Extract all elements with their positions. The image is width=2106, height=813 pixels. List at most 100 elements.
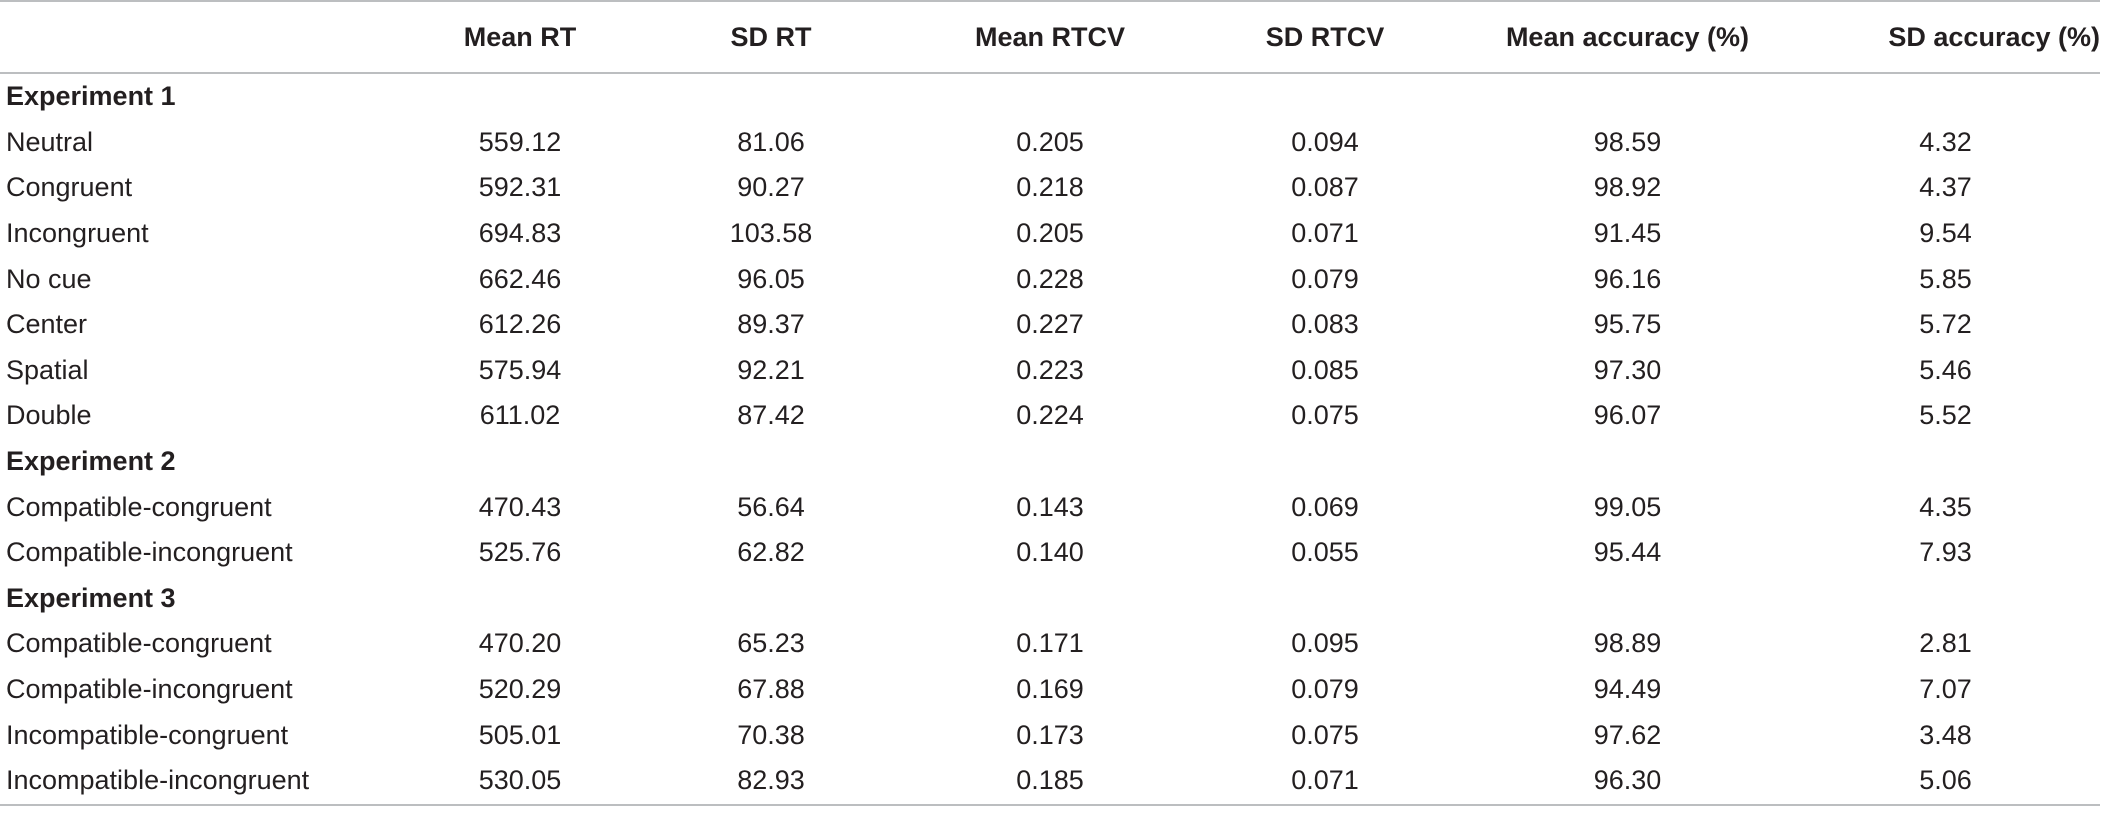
mean-accuracy-cell: 91.45 — [1593, 218, 1662, 249]
sd-accuracy-cell: 7.93 — [1919, 537, 1972, 568]
section-row: Experiment 3 — [0, 576, 2100, 622]
header-mean-accuracy: Mean accuracy (%) — [1464, 0, 1791, 74]
sd-rt-cell: 67.88 — [737, 674, 805, 705]
mean-accuracy-cell: 94.49 — [1593, 674, 1662, 705]
mean-rtcv-cell: 0.185 — [914, 757, 1186, 806]
table-row: Double 611.02 87.42 0.224 0.075 96.07 5.52 — [0, 393, 2100, 439]
header-mean-rtcv: Mean RTCV — [914, 0, 1186, 74]
table-row: Incompatible-incongruent 530.05 82.93 0.185… — [0, 757, 2100, 806]
mean-rt-cell: 612.26 — [478, 309, 562, 340]
mean-rt-cell: 470.43 — [478, 491, 562, 522]
sd-rt-cell: 65.23 — [737, 628, 805, 659]
mean-rt-cell: 530.05 — [412, 757, 628, 806]
mean-rt-cell: 694.83 — [478, 218, 562, 249]
mean-rtcv-cell: 0.223 — [1016, 354, 1084, 385]
sd-rtcv-cell: 0.075 — [1291, 400, 1359, 431]
mean-rt-cell: 520.29 — [478, 674, 562, 705]
mean-rtcv-cell: 0.227 — [1016, 309, 1084, 340]
mean-rt-cell: 470.20 — [478, 628, 562, 659]
sd-rt-cell: 62.82 — [737, 537, 805, 568]
row-label: Center — [6, 309, 88, 340]
sd-rtcv-cell: 0.071 — [1186, 757, 1464, 806]
row-label: Spatial — [6, 354, 89, 385]
sd-rtcv-cell: 0.083 — [1291, 309, 1359, 340]
sd-accuracy-cell: 4.37 — [1919, 172, 1972, 203]
sd-rtcv-cell: 0.087 — [1291, 172, 1359, 203]
mean-accuracy-cell: 98.59 — [1593, 126, 1662, 157]
mean-rtcv-cell: 0.228 — [1016, 263, 1084, 294]
section-row: Experiment 2 — [0, 439, 2100, 485]
row-label: Incompatible-congruent — [6, 719, 289, 750]
sd-accuracy-cell: 5.52 — [1919, 400, 1972, 431]
sd-rt-cell: 96.05 — [737, 263, 805, 294]
sd-accuracy-cell: 5.72 — [1919, 309, 1972, 340]
mean-accuracy-cell: 99.05 — [1593, 491, 1662, 522]
sd-rt-cell: 81.06 — [737, 126, 805, 157]
table-row: Compatible-congruent 470.43 56.64 0.143 0.06… — [0, 484, 2100, 530]
table-row: Neutral 559.12 81.06 0.205 0.094 98.59 4.32 — [0, 120, 2100, 166]
mean-accuracy-cell: 98.92 — [1593, 172, 1662, 203]
mean-rtcv-cell: 0.140 — [1016, 537, 1084, 568]
sd-rtcv-cell: 0.085 — [1291, 354, 1359, 385]
mean-rt-cell: 575.94 — [478, 354, 562, 385]
sd-rtcv-cell: 0.069 — [1291, 491, 1359, 522]
mean-rt-cell: 611.02 — [479, 400, 561, 431]
table-row: Incongruent 694.83 103.58 0.205 0.071 91.45 9.… — [0, 211, 2100, 257]
sd-rtcv-cell: 0.079 — [1291, 263, 1359, 294]
mean-rtcv-cell: 0.205 — [1016, 126, 1084, 157]
mean-rtcv-cell: 0.143 — [1016, 491, 1084, 522]
mean-accuracy-cell: 95.44 — [1593, 537, 1662, 568]
sd-accuracy-cell: 3.48 — [1919, 719, 1972, 750]
sd-rtcv-cell: 0.094 — [1291, 126, 1359, 157]
mean-rtcv-cell: 0.169 — [1016, 674, 1084, 705]
sd-rtcv-cell: 0.095 — [1291, 628, 1359, 659]
row-label: Incompatible-incongruent — [0, 757, 412, 806]
sd-rt-cell: 56.64 — [737, 491, 805, 522]
row-label: Incongruent — [6, 218, 149, 249]
sd-accuracy-cell: 2.81 — [1919, 628, 1972, 659]
mean-rt-cell: 525.76 — [478, 537, 562, 568]
mean-accuracy-cell: 96.16 — [1593, 263, 1662, 294]
row-label: No cue — [6, 263, 92, 294]
table-row: Incompatible-congruent 505.01 70.38 0.173 0.… — [0, 712, 2100, 758]
row-label: Congruent — [6, 172, 133, 203]
table-row: No cue 662.46 96.05 0.228 0.079 96.16 5.85 — [0, 256, 2100, 302]
mean-accuracy-cell: 97.62 — [1593, 719, 1662, 750]
sd-rt-cell: 87.42 — [737, 400, 805, 431]
mean-rt-cell: 505.01 — [478, 719, 562, 750]
section-title: Experiment 3 — [6, 582, 176, 613]
sd-accuracy-cell: 5.85 — [1919, 263, 1972, 294]
mean-accuracy-cell: 96.30 — [1464, 757, 1791, 806]
sd-rt-cell: 82.93 — [628, 757, 914, 806]
sd-rt-cell: 103.58 — [729, 218, 813, 249]
table-row: Center 612.26 89.37 0.227 0.083 95.75 5.72 — [0, 302, 2100, 348]
table-row: Congruent 592.31 90.27 0.218 0.087 98.92 4.37 — [0, 165, 2100, 211]
mean-accuracy-cell: 97.30 — [1593, 354, 1662, 385]
row-label: Double — [6, 400, 92, 431]
row-label: Neutral — [6, 126, 94, 157]
section-row: Experiment 1 — [0, 73, 2100, 120]
header-sd-rtcv: SD RTCV — [1186, 0, 1464, 74]
row-label: Compatible-congruent — [6, 628, 272, 659]
sd-rt-cell: 70.38 — [737, 719, 805, 750]
sd-accuracy-cell: 5.46 — [1919, 354, 1972, 385]
mean-accuracy-cell: 95.75 — [1593, 309, 1662, 340]
sd-rtcv-cell: 0.079 — [1291, 674, 1359, 705]
mean-rtcv-cell: 0.173 — [1016, 719, 1084, 750]
sd-accuracy-cell: 5.06 — [1791, 757, 2100, 806]
mean-accuracy-cell: 98.89 — [1593, 628, 1662, 659]
row-label: Compatible-incongruent — [6, 537, 293, 568]
sd-rtcv-cell: 0.075 — [1291, 719, 1359, 750]
table-row: Compatible-congruent 470.20 65.23 0.171 0.09… — [0, 621, 2100, 667]
mean-accuracy-cell: 96.07 — [1593, 400, 1662, 431]
header-sd-accuracy: SD accuracy (%) — [1791, 0, 2100, 74]
mean-rtcv-cell: 0.205 — [1016, 218, 1084, 249]
header-mean-rt: Mean RT — [412, 0, 628, 74]
sd-rtcv-cell: 0.055 — [1291, 537, 1359, 568]
table-body: Experiment 1 Neutral 559.12 81.06 0.205 0.094… — [0, 73, 2100, 806]
sd-accuracy-cell: 9.54 — [1919, 218, 1972, 249]
mean-rtcv-cell: 0.171 — [1016, 628, 1084, 659]
section-title: Experiment 1 — [6, 81, 176, 112]
header-stub — [0, 0, 412, 74]
